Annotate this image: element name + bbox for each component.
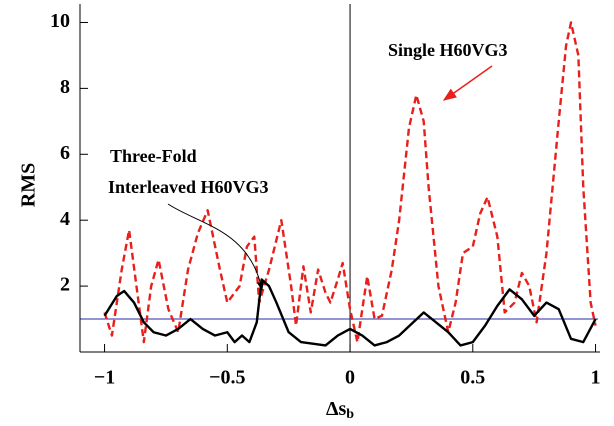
annotation: Single H60VG3 bbox=[388, 40, 508, 60]
x-tick-label: −0.5 bbox=[209, 367, 245, 389]
series-line bbox=[103, 278, 597, 347]
x-label-main: Δs bbox=[326, 398, 347, 420]
y-tick-label: 10 bbox=[50, 10, 70, 32]
series-line bbox=[103, 21, 597, 344]
y-axis-label: RMS bbox=[18, 163, 40, 207]
x-axis-label: Δsb bbox=[326, 398, 354, 423]
y-tick-label: 8 bbox=[60, 76, 70, 98]
annotation: Interleaved H60VG3 bbox=[108, 177, 268, 197]
x-tick-label: −1 bbox=[94, 367, 115, 389]
annotation: Three-Fold bbox=[110, 146, 197, 166]
x-label-sub: b bbox=[346, 407, 354, 422]
annotation-arrow bbox=[167, 203, 264, 291]
annotation-arrow bbox=[442, 65, 493, 101]
x-tick-label: 0 bbox=[345, 367, 355, 389]
y-tick-label: 2 bbox=[60, 274, 70, 296]
y-tick-label: 6 bbox=[60, 142, 70, 164]
x-tick-label: 0.5 bbox=[460, 367, 485, 389]
y-tick-label: 4 bbox=[60, 208, 70, 230]
x-tick-label: 1 bbox=[591, 367, 601, 389]
